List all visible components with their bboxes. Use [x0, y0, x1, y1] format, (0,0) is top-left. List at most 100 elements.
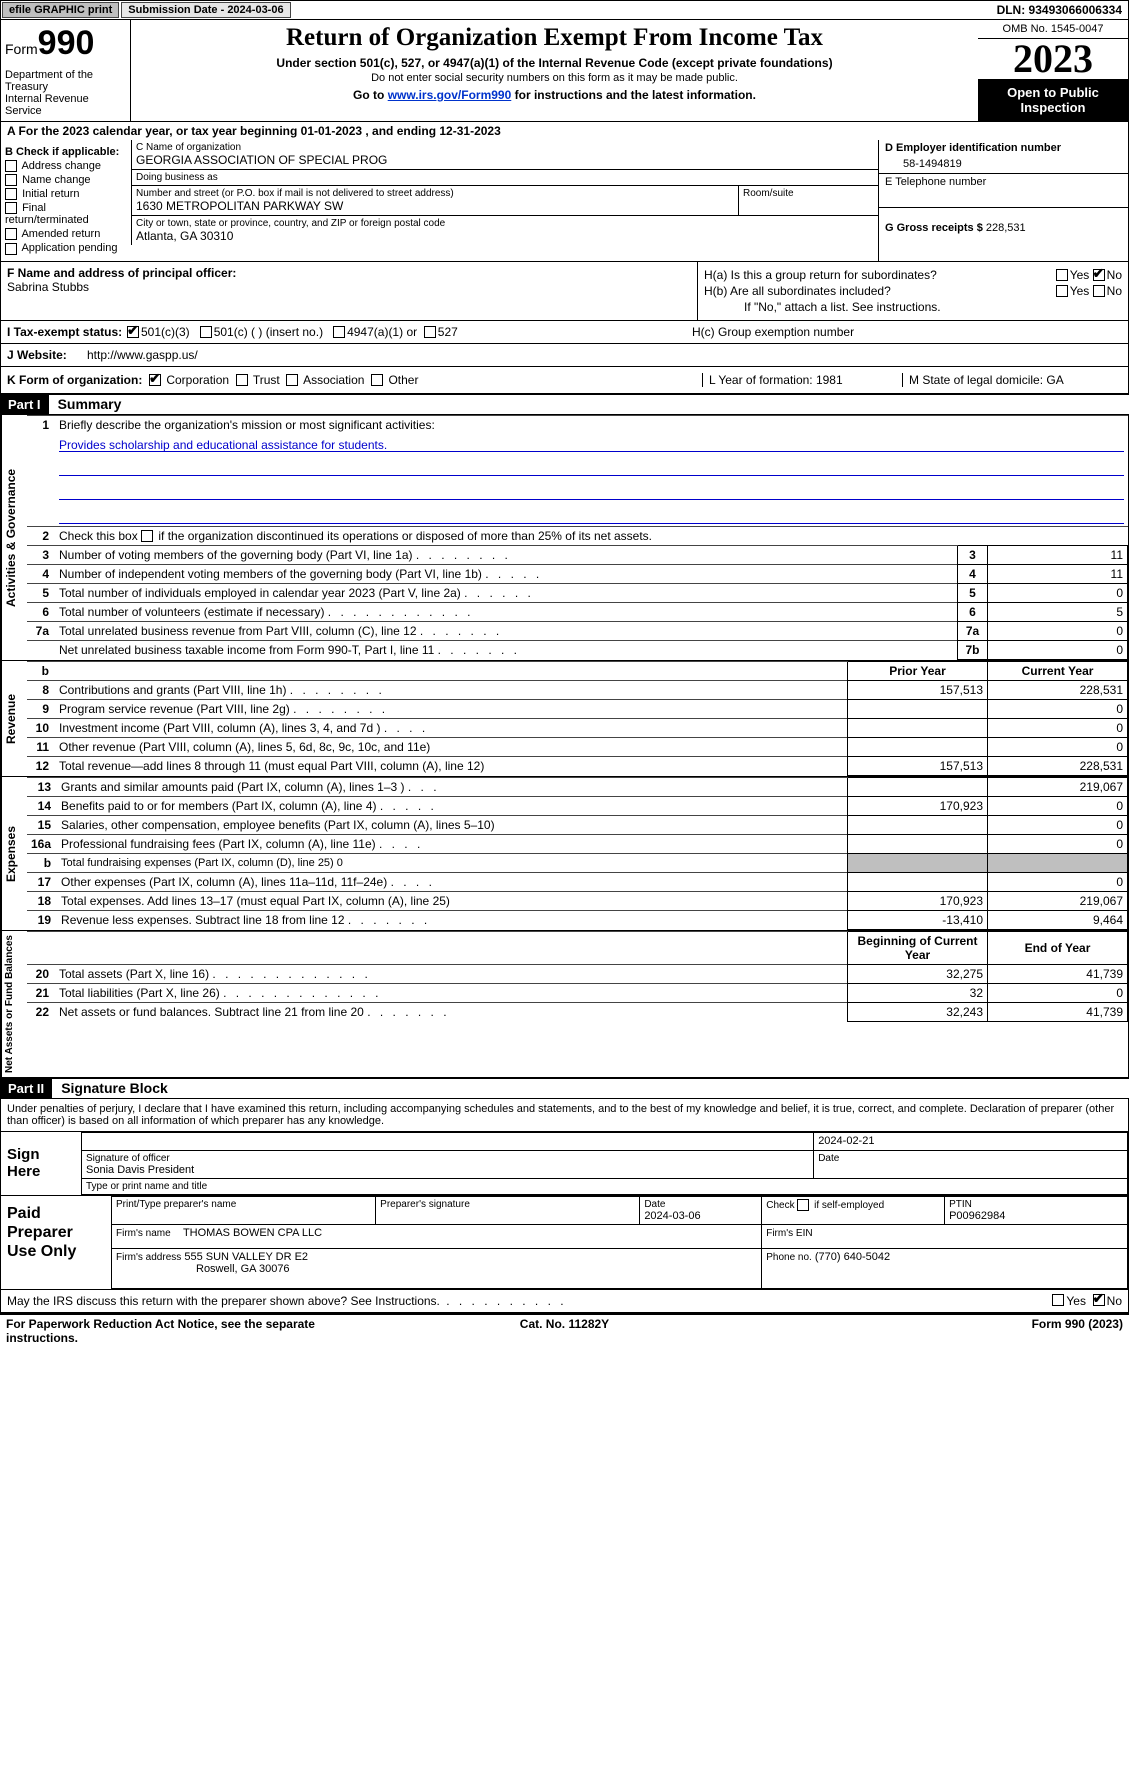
- state-domicile: M State of legal domicile: GA: [902, 373, 1122, 387]
- city-state-zip: Atlanta, GA 30310: [136, 229, 874, 243]
- chk-corp[interactable]: [149, 374, 161, 386]
- chk-self-employed[interactable]: [797, 1199, 809, 1211]
- irs-label: Internal Revenue Service: [5, 93, 126, 117]
- chk-discuss-yes[interactable]: [1052, 1294, 1064, 1306]
- gross-receipts-value: 228,531: [986, 222, 1026, 234]
- goto-post: for instructions and the latest informat…: [515, 88, 756, 102]
- vlabel-governance: Activities & Governance: [1, 415, 27, 660]
- row-f-h: F Name and address of principal officer:…: [0, 262, 1129, 321]
- discuss-question: May the IRS discuss this return with the…: [7, 1294, 440, 1308]
- open-to-public: Open to Public Inspection: [978, 79, 1128, 121]
- l1-label: Briefly describe the organization's miss…: [59, 418, 435, 432]
- page-footer: For Paperwork Reduction Act Notice, see …: [0, 1313, 1129, 1347]
- chk-trust[interactable]: [236, 374, 248, 386]
- chk-ha-no[interactable]: [1093, 269, 1105, 281]
- sign-here-label: Sign Here: [1, 1132, 81, 1195]
- tax-exempt-label: I Tax-exempt status:: [7, 325, 127, 339]
- submission-date-field: Submission Date - 2024-03-06: [121, 2, 290, 18]
- chk-501c[interactable]: [200, 326, 212, 338]
- box-b: B Check if applicable: Address change Na…: [1, 140, 131, 261]
- chk-amended-return[interactable]: [5, 228, 17, 240]
- chk-4947[interactable]: [333, 326, 345, 338]
- chk-527[interactable]: [424, 326, 436, 338]
- chk-assoc[interactable]: [286, 374, 298, 386]
- chk-name-change[interactable]: [5, 174, 17, 186]
- website-url: http://www.gaspp.us/: [87, 348, 198, 362]
- vlabel-net-assets: Net Assets or Fund Balances: [1, 931, 27, 1077]
- chk-ha-yes[interactable]: [1056, 269, 1068, 281]
- org-name: GEORGIA ASSOCIATION OF SPECIAL PROG: [136, 153, 874, 167]
- chk-discontinued[interactable]: [141, 530, 153, 542]
- row-a-tax-year: A For the 2023 calendar year, or tax yea…: [0, 122, 1129, 140]
- year-formation: L Year of formation: 1981: [702, 373, 902, 387]
- prep-date-label: Date: [644, 1199, 757, 1210]
- perjury-declaration: Under penalties of perjury, I declare th…: [0, 1098, 1129, 1131]
- top-bar: efile GRAPHIC print Submission Date - 20…: [0, 0, 1129, 20]
- catalog-number: Cat. No. 11282Y: [378, 1317, 750, 1345]
- hdr-beginning-year: Beginning of Current Year: [848, 931, 988, 964]
- box-deg: D Employer identification number 58-1494…: [878, 140, 1128, 261]
- goto-pre: Go to: [353, 88, 388, 102]
- paperwork-notice: For Paperwork Reduction Act Notice, see …: [6, 1317, 378, 1345]
- form-page-label: Form 990 (2023): [751, 1317, 1123, 1345]
- box-b-title: B Check if applicable:: [5, 146, 127, 158]
- vlabel-expenses: Expenses: [1, 777, 27, 930]
- chk-address-change[interactable]: [5, 160, 17, 172]
- tax-year: 2023: [978, 39, 1128, 79]
- firm-name: THOMAS BOWEN CPA LLC: [183, 1227, 322, 1239]
- sig-date: 2024-02-21: [814, 1132, 1128, 1150]
- h-a-label: H(a) Is this a group return for subordin…: [704, 268, 937, 282]
- officer-name: Sabrina Stubbs: [7, 280, 691, 294]
- dln-label: DLN: 93493066006334: [991, 2, 1128, 18]
- dba-label: Doing business as: [136, 172, 874, 183]
- firm-phone: (770) 640-5042: [815, 1251, 890, 1263]
- irs-discuss-row: May the IRS discuss this return with the…: [0, 1290, 1129, 1313]
- paid-preparer-label: Paid Preparer Use Only: [1, 1196, 111, 1289]
- prep-sig-label: Preparer's signature: [380, 1199, 635, 1210]
- firm-name-label: Firm's name: [116, 1228, 171, 1239]
- h-b-note: If "No," attach a list. See instructions…: [704, 300, 1122, 314]
- chk-501c3[interactable]: [127, 326, 139, 338]
- h-c-label: H(c) Group exemption number: [692, 325, 1122, 339]
- form-org-label: K Form of organization:: [7, 373, 142, 387]
- ein-value: 58-1494819: [885, 154, 1122, 170]
- hdr-current-year: Current Year: [988, 661, 1128, 680]
- type-print-label: Type or print name and title: [82, 1178, 1128, 1194]
- officer-signed-name: Sonia Davis President: [86, 1164, 809, 1176]
- phone-label: E Telephone number: [885, 176, 1122, 188]
- org-name-label: C Name of organization: [136, 142, 874, 153]
- form-subtitle: Under section 501(c), 527, or 4947(a)(1)…: [137, 56, 972, 70]
- sig-officer-label: Signature of officer: [86, 1153, 809, 1164]
- chk-initial-return[interactable]: [5, 188, 17, 200]
- form-number: 990: [38, 24, 95, 62]
- paid-preparer-block: Paid Preparer Use Only Print/Type prepar…: [0, 1196, 1129, 1290]
- part-i-header: Part I Summary: [0, 394, 1129, 414]
- firm-addr-label: Firm's address: [116, 1252, 181, 1263]
- sig-date-label: Date: [818, 1153, 1123, 1164]
- room-suite-label: Room/suite: [738, 186, 878, 215]
- hdr-end-year: End of Year: [988, 931, 1128, 964]
- row-klm: K Form of organization: Corporation Trus…: [0, 367, 1129, 394]
- prep-name-label: Print/Type preparer's name: [116, 1199, 371, 1210]
- form-header: Form990 Department of the Treasury Inter…: [0, 20, 1129, 122]
- chk-final-return[interactable]: [5, 202, 17, 214]
- sign-here-block: Sign Here 2024-02-21 Signature of office…: [0, 1131, 1129, 1196]
- gross-receipts-label: G Gross receipts $: [885, 222, 983, 234]
- chk-hb-yes[interactable]: [1056, 285, 1068, 297]
- h-b-label: H(b) Are all subordinates included?: [704, 284, 891, 298]
- part-ii-header: Part II Signature Block: [0, 1078, 1129, 1098]
- firm-addr2: Roswell, GA 30076: [116, 1263, 290, 1275]
- ptin-label: PTIN: [949, 1199, 1123, 1210]
- dept-treasury: Department of the Treasury: [5, 69, 126, 93]
- chk-hb-no[interactable]: [1093, 285, 1105, 297]
- irs-link[interactable]: www.irs.gov/Form990: [388, 88, 512, 102]
- chk-other[interactable]: [371, 374, 383, 386]
- summary-governance: Activities & Governance 1 Briefly descri…: [0, 414, 1129, 661]
- chk-application-pending[interactable]: [5, 243, 17, 255]
- summary-net-assets: Net Assets or Fund Balances Beginning of…: [0, 931, 1129, 1078]
- efile-print-button[interactable]: efile GRAPHIC print: [2, 2, 119, 18]
- officer-label: F Name and address of principal officer:: [7, 266, 691, 280]
- hdr-prior-year: Prior Year: [848, 661, 988, 680]
- chk-discuss-no[interactable]: [1093, 1294, 1105, 1306]
- summary-expenses: Expenses 13Grants and similar amounts pa…: [0, 777, 1129, 931]
